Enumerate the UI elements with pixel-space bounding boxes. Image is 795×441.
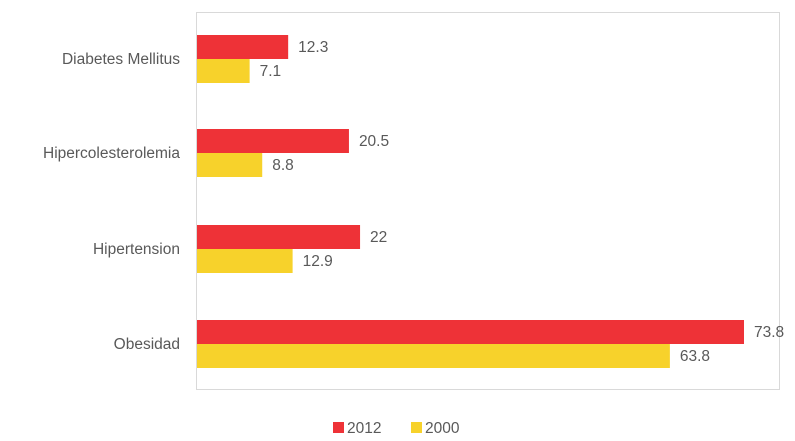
- data-label-2000-obesidad: 63.8: [680, 348, 710, 365]
- data-label-2012-hipertension: 22: [370, 229, 387, 246]
- bar-2012-hipercolesterolemia: [197, 129, 349, 153]
- legend-label-2012: 2012: [347, 420, 381, 437]
- bar-2000-diabetes-mellitus: [197, 59, 250, 83]
- category-label-diabetes-mellitus: Diabetes Mellitus: [62, 51, 180, 68]
- legend: 2012 2000: [333, 420, 460, 437]
- category-label-obesidad: Obesidad: [114, 336, 180, 353]
- bar-2000-hipercolesterolemia: [197, 153, 263, 177]
- bar-2012-obesidad: [197, 320, 744, 344]
- data-label-2012-obesidad: 73.8: [754, 324, 784, 341]
- data-label-2000-hipercolesterolemia: 8.8: [272, 157, 294, 174]
- category-label-hipercolesterolemia: Hipercolesterolemia: [43, 145, 180, 162]
- bars: [197, 35, 744, 368]
- data-label-2012-hipercolesterolemia: 20.5: [359, 133, 389, 150]
- category-label-hipertension: Hipertension: [93, 241, 180, 258]
- legend-label-2000: 2000: [425, 420, 460, 437]
- legend-swatch-2012: [333, 422, 344, 433]
- bar-2000-hipertension: [197, 249, 293, 273]
- plot-area-border: [196, 12, 780, 390]
- category-labels: Diabetes Mellitus Hipercolesterolemia Hipe…: [43, 51, 180, 353]
- data-label-2000-diabetes-mellitus: 7.1: [260, 63, 282, 80]
- bar-2000-obesidad: [197, 344, 670, 368]
- bar-2012-diabetes-mellitus: [197, 35, 289, 59]
- value-labels: 12.3 7.1 20.5 8.8 22 12.9 73.8 63.8: [260, 39, 785, 365]
- data-label-2000-hipertension: 12.9: [303, 253, 333, 270]
- legend-swatch-2000: [411, 422, 422, 433]
- bar-2012-hipertension: [197, 225, 361, 249]
- data-label-2012-diabetes-mellitus: 12.3: [298, 39, 328, 56]
